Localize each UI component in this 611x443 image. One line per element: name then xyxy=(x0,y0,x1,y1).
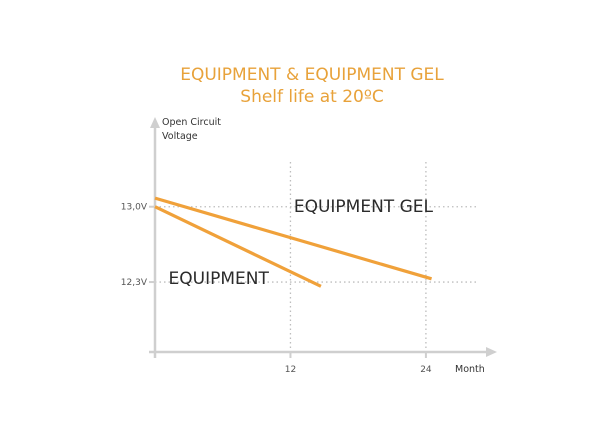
series-line-equipment xyxy=(154,205,322,288)
tick-labels: 13,0V 12,3V 12 24 xyxy=(121,203,432,375)
y-axis-label: Open Circuit Voltage xyxy=(162,117,224,142)
grid xyxy=(155,162,478,352)
x-axis-arrow xyxy=(486,347,497,357)
axes xyxy=(149,117,497,358)
series-label-equipment: EQUIPMENT xyxy=(169,269,270,289)
series-line-equipment-gel xyxy=(154,196,433,281)
series-group xyxy=(154,196,433,288)
x-axis-label: Month xyxy=(455,364,485,375)
y-axis-label-line-2: Voltage xyxy=(162,131,198,142)
x-tick-label-0: 12 xyxy=(285,365,296,375)
chart-subtitle: Shelf life at 20ºC xyxy=(240,87,383,107)
y-tick-label-0: 13,0V xyxy=(121,203,148,213)
series-label-equipment-gel: EQUIPMENT GEL xyxy=(294,197,434,217)
x-tick-label-1: 24 xyxy=(420,365,432,375)
series-labels: EQUIPMENT GEL EQUIPMENT xyxy=(169,197,434,289)
y-axis-label-line-1: Open Circuit xyxy=(162,117,221,128)
y-tick-label-1: 12,3V xyxy=(121,278,148,288)
y-axis-arrow xyxy=(150,117,160,128)
chart-title: EQUIPMENT & EQUIPMENT GEL xyxy=(180,65,444,85)
